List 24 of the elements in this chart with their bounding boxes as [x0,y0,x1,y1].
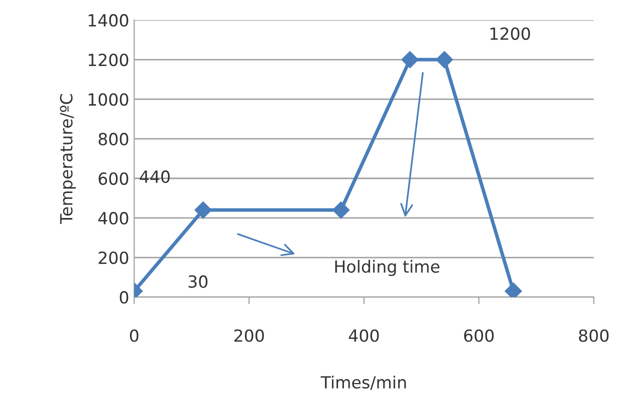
x-tick-label: 800 [578,329,609,342]
point [332,201,350,219]
x-tick-label: 600 [464,329,494,342]
y-tick-label: 1200 [88,54,128,66]
y-tick-label: 600 [98,172,128,185]
annotation: 1200 [490,27,530,40]
y-axis-title: Temperature/ºC [60,94,76,224]
y-tick-label: 1400 [88,14,128,27]
x-tick-label: 200 [234,329,264,342]
y-tick-label: 1000 [88,93,128,106]
point [194,201,212,219]
annotation: 30 [188,275,208,288]
point [504,282,522,298]
point [401,51,418,68]
x-tick-label: 400 [348,329,379,342]
x-axis-title: Times/min [320,376,406,390]
y-tick-label: 800 [98,132,128,146]
y-tick-label: 0 [120,291,128,304]
y-tick-label: 200 [98,251,128,264]
x-tick-label: 0 [130,329,138,342]
annotation: 440 [140,170,170,184]
point [436,51,453,68]
y-tick-label: 400 [98,212,128,225]
annotation: Holding time [335,260,440,276]
